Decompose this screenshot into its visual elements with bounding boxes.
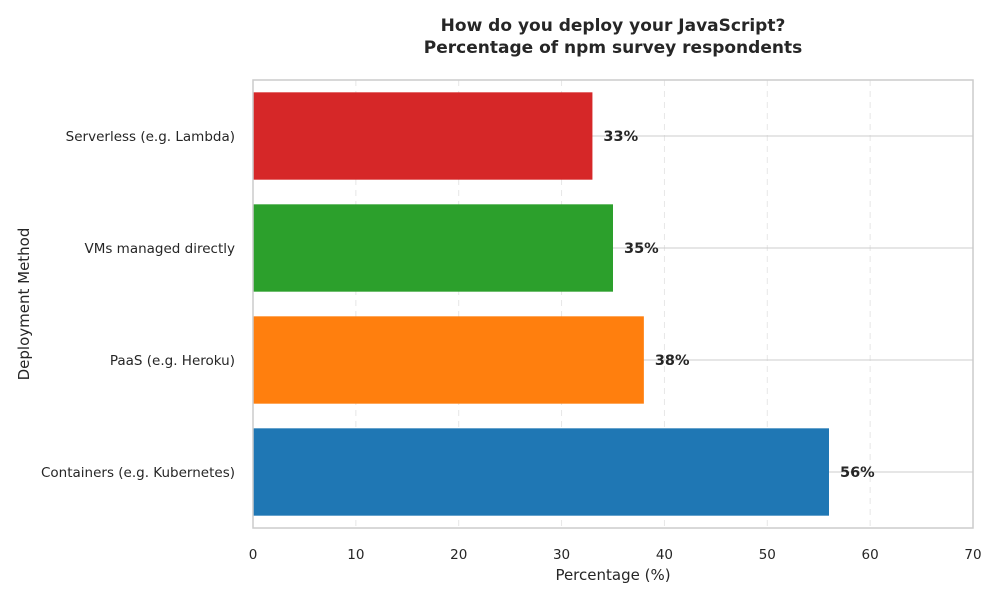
labels: 56% 38% 35% 33% xyxy=(603,129,875,481)
bars xyxy=(253,92,829,516)
y-tick-label: Serverless (e.g. Lambda) xyxy=(66,129,235,145)
data-label: 33% xyxy=(603,129,638,145)
x-tick-label: 10 xyxy=(347,547,364,563)
plot-frame xyxy=(252,79,974,529)
bar xyxy=(253,316,644,404)
chart-subtitle: Percentage of npm survey respondents xyxy=(423,38,803,58)
chart-title: How do you deploy your JavaScript? xyxy=(440,16,786,36)
y-tick-label: PaaS (e.g. Heroku) xyxy=(110,353,235,369)
bar xyxy=(253,428,829,516)
x-tick-label: 30 xyxy=(553,547,570,563)
data-label: 38% xyxy=(655,353,690,369)
data-label: 56% xyxy=(840,465,875,481)
bar xyxy=(253,92,593,180)
data-label: 35% xyxy=(624,241,659,257)
y-tick-label: VMs managed directly xyxy=(84,241,235,257)
bar xyxy=(253,204,613,292)
x-tick-label: 40 xyxy=(656,547,673,563)
y-tick-label: Containers (e.g. Kubernetes) xyxy=(41,465,235,481)
x-axis-ticks: 0 10 20 30 40 50 60 70 xyxy=(249,547,982,563)
y-axis-label: Deployment Method xyxy=(15,228,33,381)
x-tick-label: 0 xyxy=(249,547,258,563)
x-tick-label: 20 xyxy=(450,547,467,563)
x-tick-label: 60 xyxy=(862,547,879,563)
x-axis-label: Percentage (%) xyxy=(555,566,670,584)
y-axis-ticks: Containers (e.g. Kubernetes) PaaS (e.g. H… xyxy=(41,129,235,481)
x-tick-label: 50 xyxy=(759,547,776,563)
x-tick-label: 70 xyxy=(964,547,981,563)
